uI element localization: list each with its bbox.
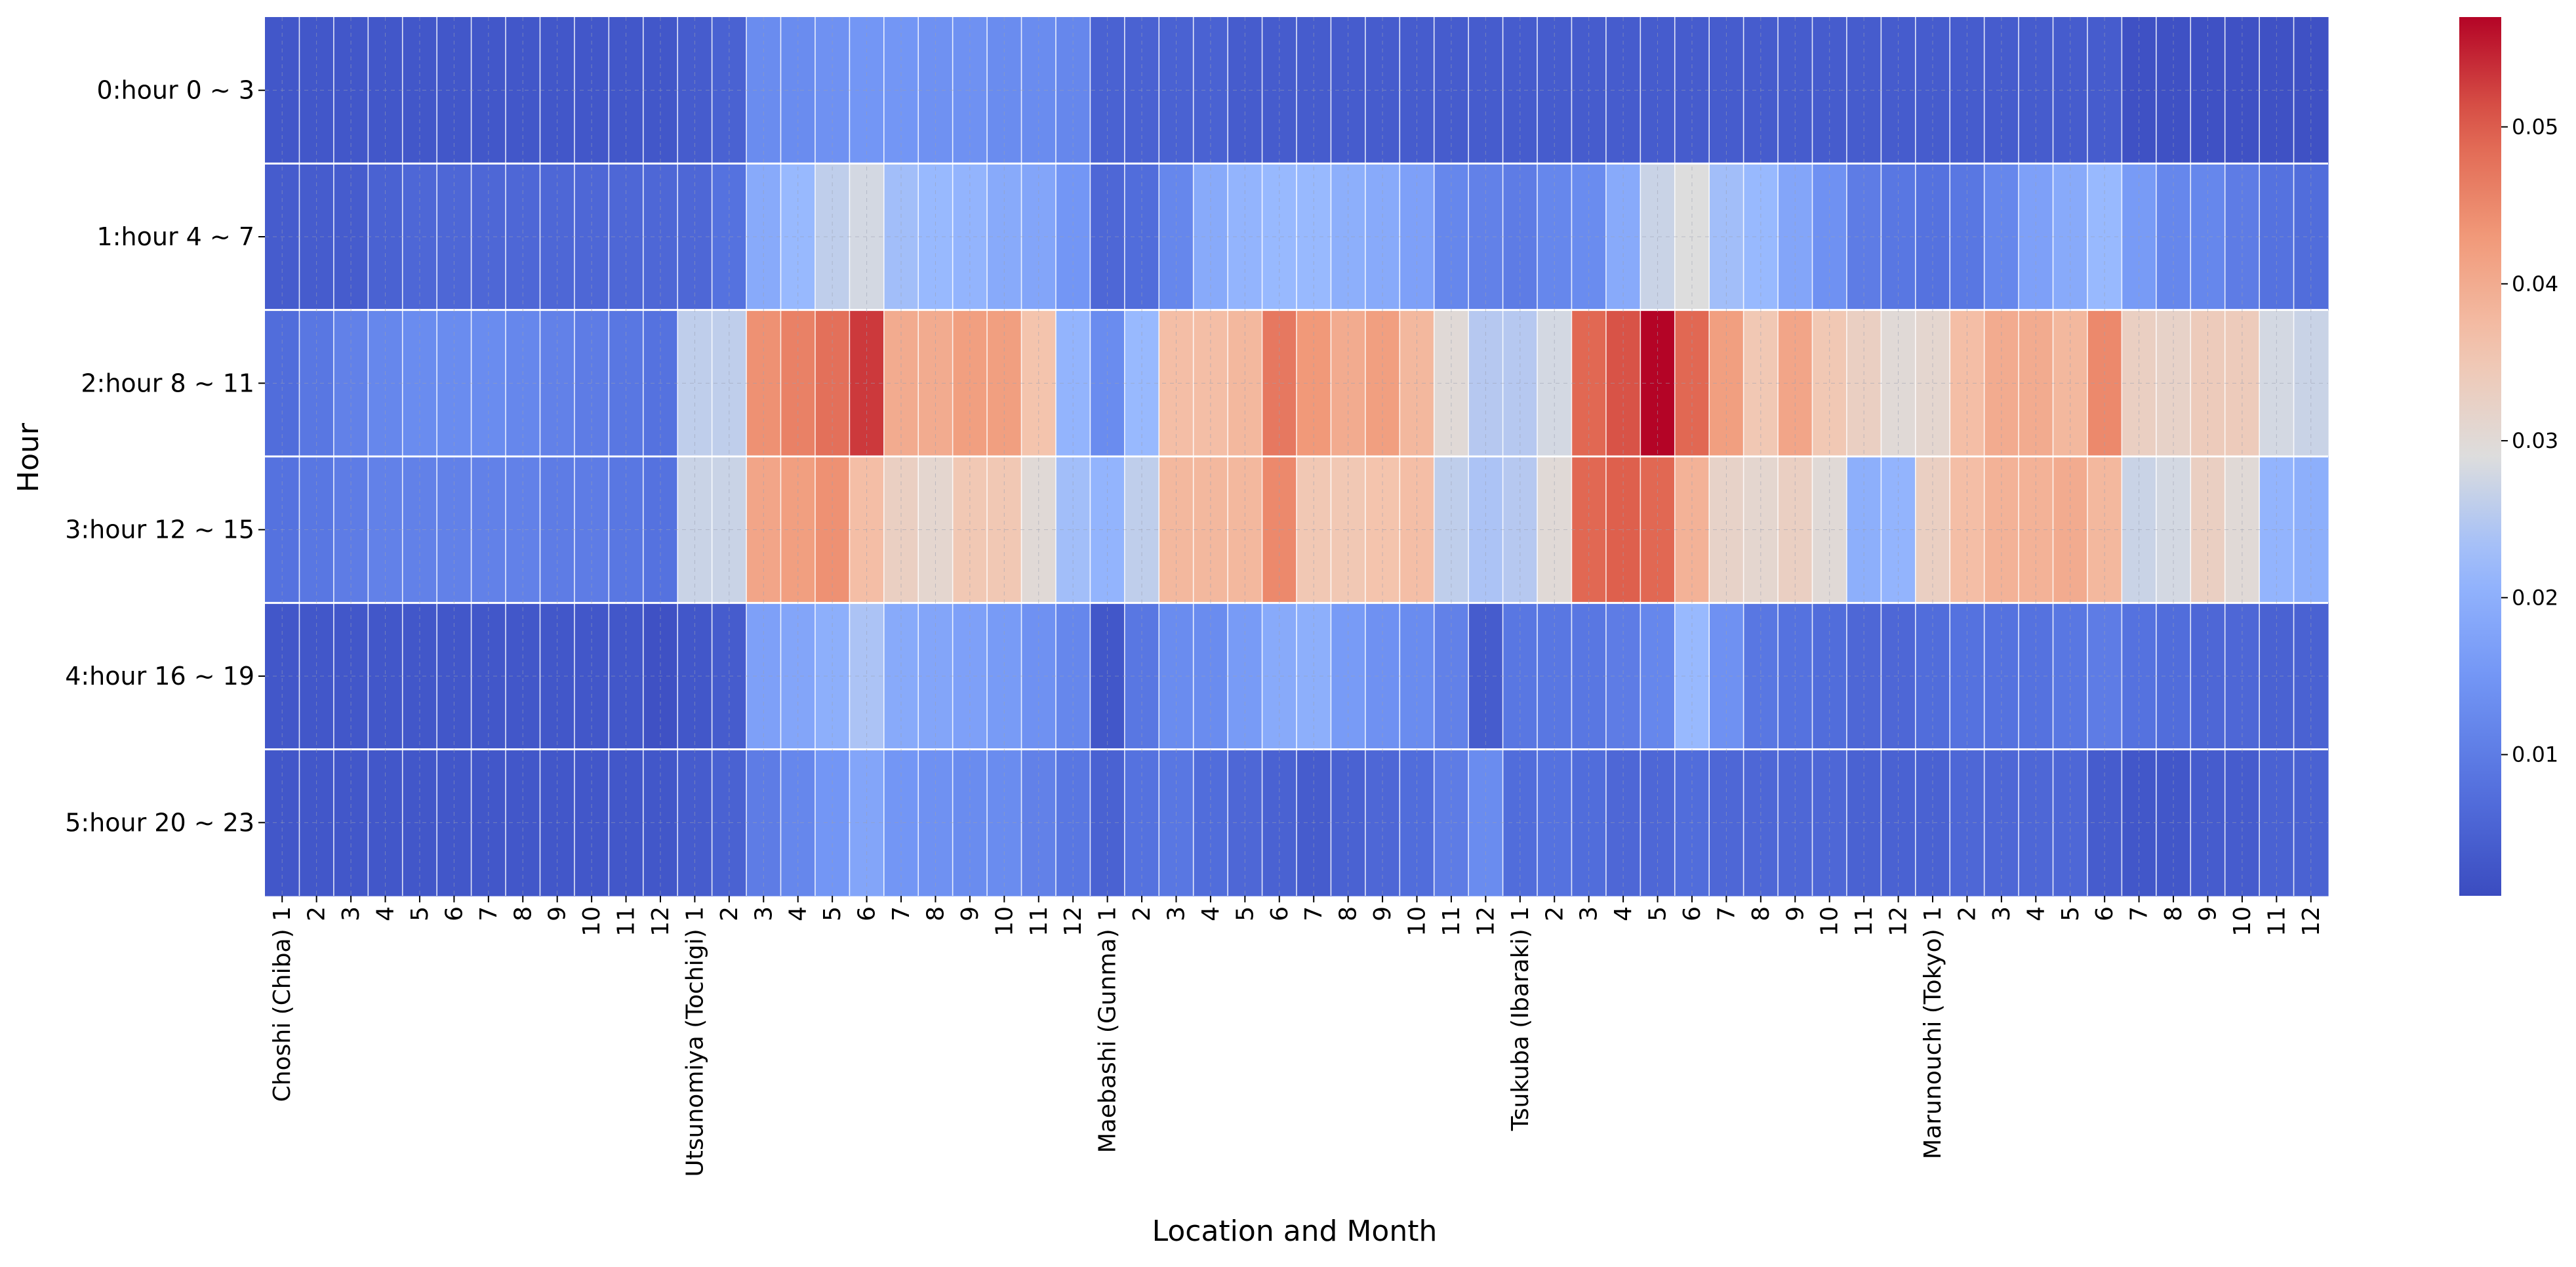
x-tick-label: 6 bbox=[1679, 906, 1706, 921]
x-axis-title: Location and Month bbox=[1152, 1215, 1438, 1248]
x-tick-label: 3 bbox=[1988, 906, 2015, 921]
colorbar-tick-label: 0.04 bbox=[2512, 272, 2558, 296]
x-tick-label: 6 bbox=[1266, 906, 1293, 921]
x-tick-label: 4 bbox=[372, 906, 399, 921]
x-tick-label: 10 bbox=[1817, 906, 1843, 936]
x-tick-label: 5 bbox=[407, 906, 433, 921]
x-tick-label: 12 bbox=[647, 906, 674, 936]
x-tick-label: 2 bbox=[1129, 906, 1156, 921]
x-tick-label: 3 bbox=[338, 906, 365, 921]
y-tick-label: 2:hour 8 ~ 11 bbox=[81, 369, 254, 397]
heatmap-gridlines bbox=[265, 17, 2328, 896]
x-tick-label: 12 bbox=[1472, 906, 1499, 936]
x-tick-label: 6 bbox=[854, 906, 881, 921]
x-tick-label: Utsunomiya (Tochigi) 1 bbox=[681, 906, 708, 1177]
colorbar-tick-label: 0.03 bbox=[2512, 428, 2558, 453]
x-tick-label: 5 bbox=[1232, 906, 1258, 921]
x-tick-label: 11 bbox=[613, 906, 640, 936]
y-tick-label: 0:hour 0 ~ 3 bbox=[97, 76, 254, 105]
x-tick-label: 6 bbox=[2091, 906, 2118, 921]
x-tick-label: 2 bbox=[716, 906, 743, 921]
x-tick-label: 11 bbox=[1026, 906, 1053, 936]
colorbar-tick-label: 0.01 bbox=[2512, 742, 2558, 767]
x-axis-ticks: Choshi (Chiba) 1 2 3 4 5 6 7 8 9 10 11 12 Utsunomiya… bbox=[269, 896, 2325, 1177]
x-tick-label: 9 bbox=[544, 906, 571, 921]
x-tick-label: 5 bbox=[1645, 906, 1672, 921]
y-axis-ticks: 0:hour 0 ~ 3 1:hour 4 ~ 7 2:hour 8 ~ 11 3:h… bbox=[65, 76, 265, 837]
x-tick-label: 11 bbox=[1438, 906, 1465, 936]
x-tick-label: 4 bbox=[1197, 906, 1224, 921]
y-tick-label: 5:hour 20 ~ 23 bbox=[65, 808, 254, 837]
y-axis-title: Hour bbox=[12, 422, 45, 493]
x-tick-label: 7 bbox=[1713, 906, 1740, 921]
x-tick-label: 10 bbox=[2229, 906, 2256, 936]
x-tick-label: 2 bbox=[1954, 906, 1981, 921]
x-tick-label: 4 bbox=[785, 906, 812, 921]
x-tick-label: 2 bbox=[304, 906, 331, 921]
y-tick-label: 4:hour 16 ~ 19 bbox=[65, 662, 254, 691]
x-tick-label: 12 bbox=[2298, 906, 2325, 936]
x-tick-label: 5 bbox=[819, 906, 846, 921]
x-tick-label: 4 bbox=[1610, 906, 1637, 921]
x-tick-label: 2 bbox=[1541, 906, 1568, 921]
x-tick-label: 3 bbox=[750, 906, 777, 921]
colorbar: 0.01 0.02 0.03 0.04 0.05 bbox=[2459, 17, 2558, 896]
x-tick-label: 5 bbox=[2057, 906, 2084, 921]
x-tick-label: 10 bbox=[1404, 906, 1431, 936]
x-tick-label: 10 bbox=[991, 906, 1018, 936]
x-tick-label: Tsukuba (Ibaraki) 1 bbox=[1507, 906, 1534, 1131]
colorbar-tick-label: 0.05 bbox=[2512, 115, 2558, 140]
x-tick-label: 3 bbox=[1163, 906, 1190, 921]
colorbar-gradient bbox=[2459, 17, 2501, 896]
x-tick-label: 11 bbox=[2263, 906, 2290, 936]
x-tick-label: 7 bbox=[2126, 906, 2153, 921]
x-tick-label: 12 bbox=[1885, 906, 1912, 936]
x-tick-label: Marunouchi (Tokyo) 1 bbox=[1920, 906, 1946, 1159]
heatmap-cells bbox=[265, 17, 2329, 896]
x-tick-label: Maebashi (Gunma) 1 bbox=[1095, 906, 1121, 1153]
x-tick-label: 9 bbox=[957, 906, 984, 921]
y-tick-label: 1:hour 4 ~ 7 bbox=[97, 222, 254, 251]
x-tick-label: Choshi (Chiba) 1 bbox=[269, 906, 296, 1102]
x-tick-label: 6 bbox=[441, 906, 468, 921]
x-tick-label: 3 bbox=[1576, 906, 1603, 921]
colorbar-tick-label: 0.02 bbox=[2512, 585, 2558, 610]
x-tick-label: 8 bbox=[2160, 906, 2187, 921]
x-tick-label: 8 bbox=[1335, 906, 1362, 921]
x-tick-label: 9 bbox=[2195, 906, 2222, 921]
y-tick-label: 3:hour 12 ~ 15 bbox=[65, 515, 254, 544]
x-tick-label: 9 bbox=[1782, 906, 1809, 921]
x-tick-label: 11 bbox=[1851, 906, 1878, 936]
x-tick-label: 9 bbox=[1369, 906, 1396, 921]
x-tick-label: 4 bbox=[2023, 906, 2049, 921]
x-tick-label: 7 bbox=[1300, 906, 1327, 921]
x-tick-label: 12 bbox=[1060, 906, 1087, 936]
x-tick-label: 8 bbox=[1748, 906, 1775, 921]
x-tick-label: 8 bbox=[922, 906, 949, 921]
x-tick-label: 7 bbox=[888, 906, 915, 921]
x-tick-label: 10 bbox=[578, 906, 605, 936]
x-tick-label: 8 bbox=[510, 906, 536, 921]
x-tick-label: 7 bbox=[475, 906, 502, 921]
